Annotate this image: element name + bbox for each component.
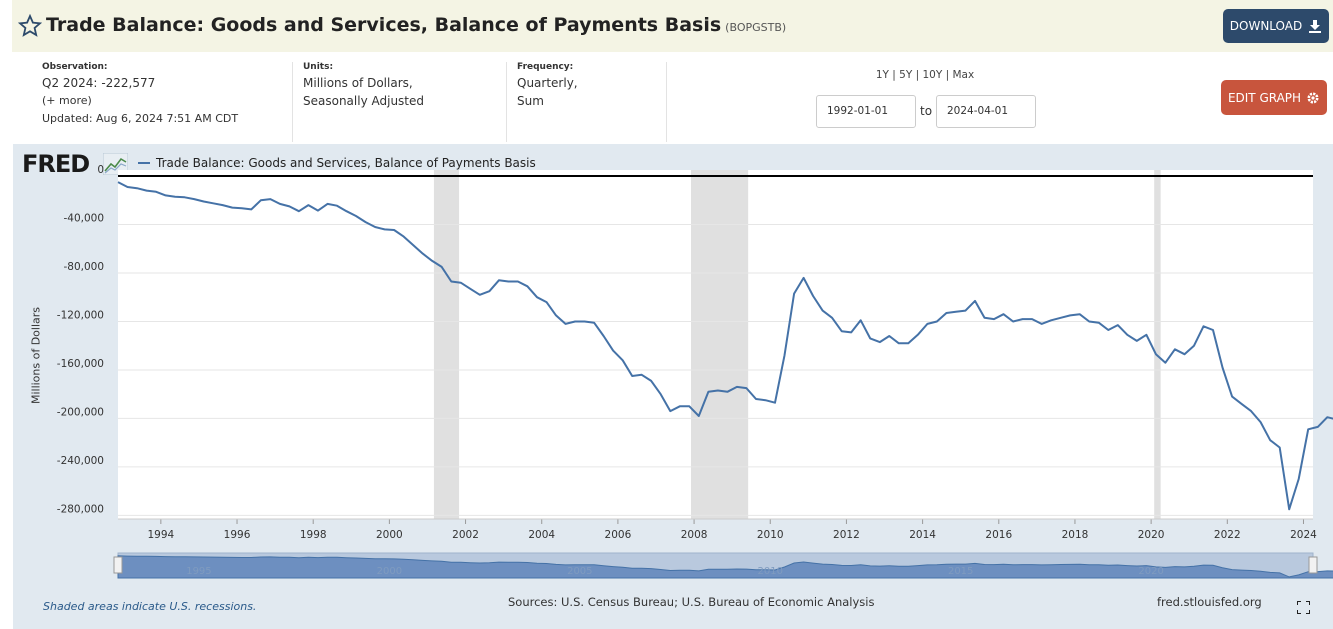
navigator-year-label: 2020 <box>1138 566 1163 577</box>
navigator-handle[interactable] <box>1308 556 1318 574</box>
navigator-year-label: 1995 <box>186 566 211 577</box>
observation-block: Observation: Q2 2024: -222,577 (+ more) … <box>42 60 238 128</box>
x-tick-label: 2016 <box>985 529 1012 541</box>
x-tick-label: 1994 <box>147 529 174 541</box>
frequency-line1: Quarterly, <box>517 76 578 90</box>
edit-graph-label: EDIT GRAPH <box>1227 90 1302 105</box>
x-tick-label: 2020 <box>1138 529 1165 541</box>
series-line <box>117 181 1333 511</box>
sources-text: Sources: U.S. Census Bureau; U.S. Bureau… <box>508 595 875 609</box>
navigator-year-label: 2005 <box>567 566 592 577</box>
end-date-input[interactable]: 2024-04-01 <box>936 95 1036 128</box>
legend-label: Trade Balance: Goods and Services, Balan… <box>156 156 536 170</box>
y-tick-label: -120,000 <box>57 309 104 321</box>
y-tick-label: -160,000 <box>57 358 104 370</box>
frequency-block: Frequency: Quarterly, Sum <box>517 60 578 110</box>
download-icon <box>1309 20 1322 33</box>
site-link[interactable]: fred.stlouisfed.org <box>1157 595 1262 609</box>
units-label: Units: <box>303 62 334 72</box>
chart-legend: Trade Balance: Goods and Services, Balan… <box>138 156 536 170</box>
download-button[interactable]: DOWNLOAD <box>1223 9 1329 43</box>
to-label: to <box>920 104 933 118</box>
recession-band <box>1154 170 1161 519</box>
chart-logo-icon <box>103 153 128 175</box>
divider <box>666 62 667 142</box>
range-selector[interactable]: 1Y | 5Y | 10Y | Max <box>875 69 975 81</box>
divider <box>292 62 293 142</box>
series-id: (BOPGSTB) <box>725 21 787 34</box>
observation-period: Q2 2024: <box>42 76 98 90</box>
units-block: Units: Millions of Dollars, Seasonally A… <box>303 60 424 110</box>
x-tick-label: 2012 <box>833 529 860 541</box>
recession-band <box>433 170 460 519</box>
x-tick-label: 2004 <box>528 529 555 541</box>
start-date-input[interactable]: 1992-01-01 <box>816 95 916 128</box>
y-tick-label: -80,000 <box>63 261 104 273</box>
x-tick-label: 2002 <box>452 529 479 541</box>
y-tick-label: -200,000 <box>57 406 104 418</box>
divider <box>506 62 507 142</box>
x-tick-label: 1996 <box>224 529 251 541</box>
page-title: Trade Balance: Goods and Services, Balan… <box>46 14 786 36</box>
y-tick-label: 0 <box>97 164 104 176</box>
recession-note: Shaded areas indicate U.S. recessions. <box>43 600 257 613</box>
observation-value: -222,577 <box>101 76 156 90</box>
legend-swatch <box>138 162 150 164</box>
x-tick-label: 2018 <box>1062 529 1089 541</box>
fullscreen-icon[interactable] <box>1297 601 1310 614</box>
updated-text: Updated: Aug 6, 2024 7:51 AM CDT <box>42 112 239 125</box>
title-bar: Trade Balance: Goods and Services, Balan… <box>12 0 1333 52</box>
edit-graph-button[interactable]: EDIT GRAPH <box>1221 80 1327 115</box>
x-tick-label: 2024 <box>1290 529 1317 541</box>
y-tick-label: -40,000 <box>63 213 104 225</box>
navigator-series <box>117 555 1333 579</box>
recession-band <box>691 170 749 519</box>
frequency-label: Frequency: <box>517 62 574 72</box>
more-link[interactable]: (+ more) <box>42 94 92 107</box>
x-tick-label: 2014 <box>909 529 936 541</box>
x-tick-label: 2022 <box>1214 529 1241 541</box>
units-line2: Seasonally Adjusted <box>303 94 425 108</box>
gear-icon <box>1307 92 1319 103</box>
x-tick-label: 2010 <box>757 529 784 541</box>
y-tick-label: -280,000 <box>57 503 104 515</box>
navigator-handle[interactable] <box>113 556 123 574</box>
frequency-line2: Sum <box>517 94 544 108</box>
series-title: Trade Balance: Goods and Services, Balan… <box>46 14 722 36</box>
x-tick-label: 2006 <box>605 529 632 541</box>
observation-label: Observation: <box>42 62 108 72</box>
units-line1: Millions of Dollars, <box>303 76 413 90</box>
download-label: DOWNLOAD <box>1229 19 1303 33</box>
navigator-year-label: 2015 <box>948 566 973 577</box>
x-tick-label: 1998 <box>300 529 327 541</box>
y-tick-label: -240,000 <box>57 455 104 467</box>
star-icon[interactable] <box>18 14 42 38</box>
navigator-year-label: 2010 <box>758 566 783 577</box>
x-tick-label: 2008 <box>681 529 708 541</box>
x-tick-label: 2000 <box>376 529 403 541</box>
navigator-year-label: 2000 <box>377 566 402 577</box>
fred-logo: FRED <box>22 150 90 178</box>
